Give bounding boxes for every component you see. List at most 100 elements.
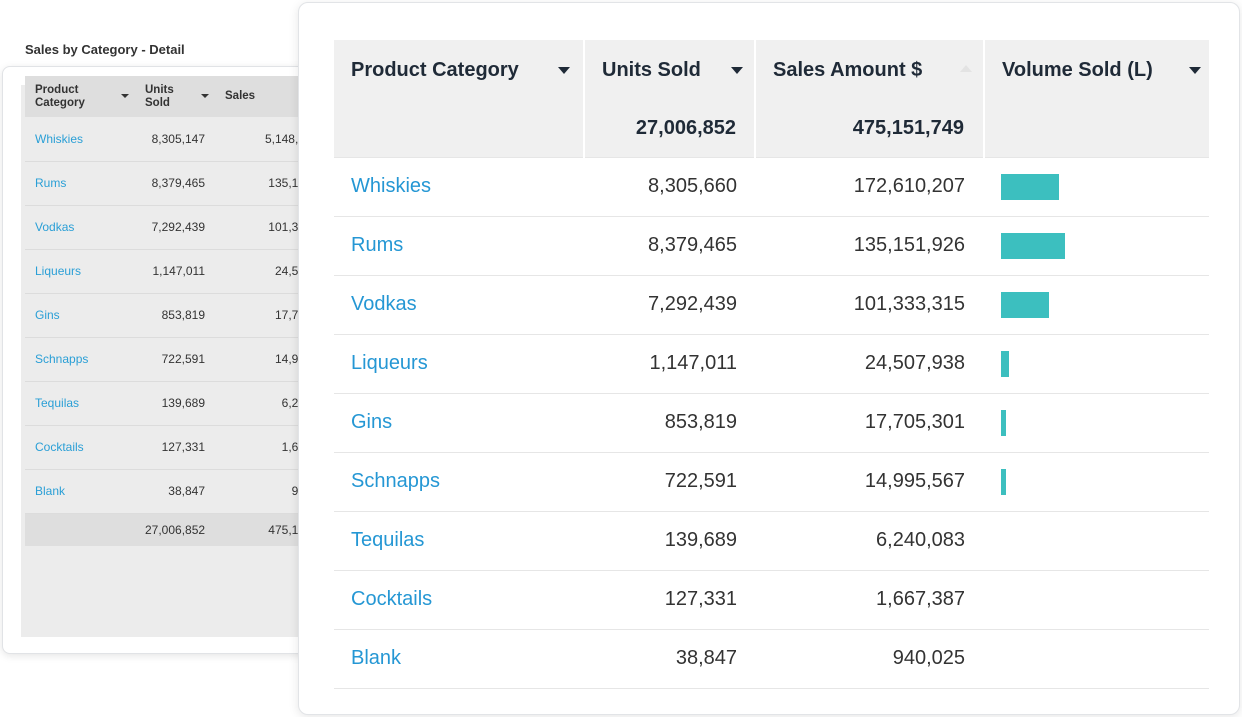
totals-row: 27,006,852 475,151,749	[334, 100, 1209, 158]
category-link[interactable]: Vodkas	[334, 275, 584, 335]
volume-bar	[1001, 173, 1059, 200]
volume-bar	[1001, 232, 1065, 259]
table-row: Schnapps 722,591 14,995,567	[334, 452, 1209, 512]
sales-amount-value: 17,705,301	[755, 393, 984, 453]
detail-header-sales-label: Sales	[225, 90, 256, 102]
category-link[interactable]: Rums	[334, 216, 584, 276]
detail-units-value: 853,819	[135, 293, 215, 338]
detail-table-row: Whiskies 8,305,147 5,148,0	[25, 117, 305, 162]
detail-units-value: 722,591	[135, 337, 215, 382]
detail-category-link[interactable]: Cocktails	[25, 425, 135, 470]
detail-category-link[interactable]: Blank	[25, 469, 135, 514]
detail-category-link[interactable]: Tequilas	[25, 381, 135, 426]
detail-category-link[interactable]: Gins	[25, 293, 135, 338]
sales-amount-value: 940,025	[755, 629, 984, 689]
detail-report-title: Sales by Category - Detail	[25, 42, 185, 57]
detail-category-link[interactable]: Rums	[25, 161, 135, 206]
units-sold-value: 722,591	[584, 452, 755, 512]
table-row: Cocktails 127,331 1,667,387	[334, 570, 1209, 630]
totals-category-cell	[334, 100, 585, 158]
detail-totals-sales: 475,15	[215, 513, 305, 546]
sort-asc-icon[interactable]	[960, 65, 972, 72]
volume-sold-cell	[984, 452, 1209, 512]
detail-header-units-label: Units Sold	[145, 83, 174, 109]
units-sold-value: 853,819	[584, 393, 755, 453]
detail-table-row: Tequilas 139,689 6,24	[25, 381, 305, 426]
sales-table: Product Category Units Sold Sales Amount…	[334, 40, 1209, 689]
detail-sales-value: 135,15	[215, 161, 305, 206]
units-sold-value: 127,331	[584, 570, 755, 630]
sort-desc-icon[interactable]	[558, 67, 570, 74]
detail-table-row: Cocktails 127,331 1,66	[25, 425, 305, 470]
column-header-product-category[interactable]: Product Category	[334, 40, 585, 100]
detail-sales-value: 17,70	[215, 293, 305, 338]
detail-header-units[interactable]: Units Sold	[135, 76, 215, 117]
volume-bar	[1001, 409, 1006, 436]
detail-units-value: 7,292,439	[135, 205, 215, 250]
column-header-label: Product Category	[351, 58, 519, 81]
sort-arrow-icon	[201, 94, 209, 98]
detail-sales-value: 24,50	[215, 249, 305, 294]
table-row: Liqueurs 1,147,011 24,507,938	[334, 334, 1209, 394]
column-header-label: Units Sold	[602, 58, 701, 81]
volume-sold-cell	[984, 216, 1209, 276]
detail-category-link[interactable]: Schnapps	[25, 337, 135, 382]
detail-table-row: Schnapps 722,591 14,99	[25, 337, 305, 382]
category-link[interactable]: Liqueurs	[334, 334, 584, 394]
table-row: Whiskies 8,305,660 172,610,207	[334, 157, 1209, 217]
sort-desc-icon[interactable]	[731, 67, 743, 74]
table-row: Rums 8,379,465 135,151,926	[334, 216, 1209, 276]
category-link[interactable]: Blank	[334, 629, 584, 689]
detail-sales-value: 1,66	[215, 425, 305, 470]
units-sold-value: 8,379,465	[584, 216, 755, 276]
detail-sales-value: 6,24	[215, 381, 305, 426]
detail-header-sales[interactable]: Sales	[215, 76, 305, 117]
column-header-volume-sold[interactable]: Volume Sold (L)	[984, 40, 1209, 100]
column-header-label: Volume Sold (L)	[1002, 58, 1153, 81]
sales-amount-value: 1,667,387	[755, 570, 984, 630]
detail-totals-units: 27,006,852	[135, 513, 215, 546]
category-link[interactable]: Cocktails	[334, 570, 584, 630]
detail-table-row: Liqueurs 1,147,011 24,50	[25, 249, 305, 294]
units-sold-value: 38,847	[584, 629, 755, 689]
column-header-sales-amount[interactable]: Sales Amount $	[755, 40, 985, 100]
sales-amount-value: 135,151,926	[755, 216, 984, 276]
detail-table-row: Rums 8,379,465 135,15	[25, 161, 305, 206]
category-link[interactable]: Tequilas	[334, 511, 584, 571]
totals-sales: 475,151,749	[755, 100, 985, 158]
sort-arrow-icon	[121, 94, 129, 98]
detail-table-row: Vodkas 7,292,439 101,33	[25, 205, 305, 250]
sales-amount-value: 14,995,567	[755, 452, 984, 512]
units-sold-value: 139,689	[584, 511, 755, 571]
category-link[interactable]: Whiskies	[334, 157, 584, 217]
column-header-units-sold[interactable]: Units Sold	[584, 40, 756, 100]
detail-category-link[interactable]: Vodkas	[25, 205, 135, 250]
totals-units: 27,006,852	[584, 100, 756, 158]
volume-bar	[1001, 291, 1049, 318]
category-link[interactable]: Gins	[334, 393, 584, 453]
table-row: Gins 853,819 17,705,301	[334, 393, 1209, 453]
detail-units-value: 139,689	[135, 381, 215, 426]
volume-sold-cell	[984, 511, 1209, 571]
detail-units-value: 1,147,011	[135, 249, 215, 294]
detail-header-category-label: Product Category	[35, 83, 85, 109]
detail-units-value: 127,331	[135, 425, 215, 470]
volume-sold-cell	[984, 629, 1209, 689]
sort-desc-icon[interactable]	[1189, 67, 1201, 74]
sales-amount-value: 101,333,315	[755, 275, 984, 335]
detail-units-value: 8,379,465	[135, 161, 215, 206]
detail-category-link[interactable]: Liqueurs	[25, 249, 135, 294]
detail-sales-value: 5,148,0	[215, 117, 305, 162]
category-link[interactable]: Schnapps	[334, 452, 584, 512]
table-row: Blank 38,847 940,025	[334, 629, 1209, 689]
detail-sales-value: 94	[215, 469, 305, 514]
detail-header-category[interactable]: Product Category	[25, 76, 135, 117]
column-header-label: Sales Amount $	[773, 58, 923, 81]
volume-sold-cell	[984, 275, 1209, 335]
totals-volume-cell	[984, 100, 1209, 158]
table-row: Vodkas 7,292,439 101,333,315	[334, 275, 1209, 335]
detail-category-link[interactable]: Whiskies	[25, 117, 135, 162]
sales-amount-value: 172,610,207	[755, 157, 984, 217]
table-row: Tequilas 139,689 6,240,083	[334, 511, 1209, 571]
